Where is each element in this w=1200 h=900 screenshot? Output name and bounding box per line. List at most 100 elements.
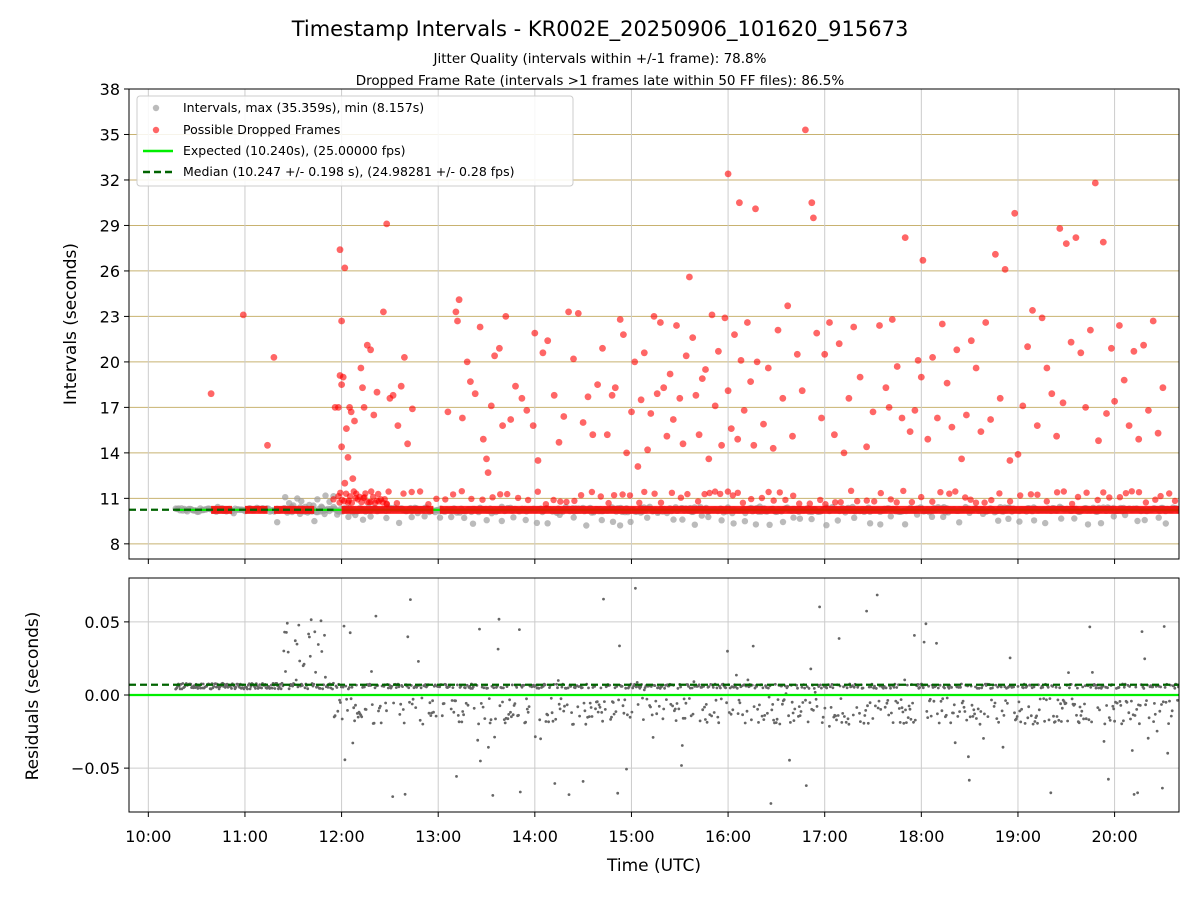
- residual-point: [995, 717, 999, 720]
- residual-point: [373, 686, 377, 690]
- residual-point: [505, 685, 509, 688]
- residual-point: [899, 698, 903, 701]
- residual-point: [952, 703, 956, 707]
- residual-point: [761, 686, 765, 690]
- residual-point: [945, 696, 949, 700]
- residual-point: [438, 685, 442, 689]
- residual-point: [634, 586, 637, 590]
- dropped-frame-point: [1108, 344, 1115, 352]
- residual-point: [533, 735, 537, 739]
- residual-point: [234, 686, 238, 689]
- residual-point: [634, 685, 638, 689]
- dropped-frame-point: [917, 373, 925, 381]
- interval-point: [741, 518, 749, 525]
- dropped-frame-point: [347, 408, 355, 416]
- dropped-frame-point: [529, 422, 537, 429]
- residual-point: [602, 597, 605, 601]
- dropped-frame-point: [793, 350, 801, 358]
- residual-point: [890, 711, 893, 715]
- residuals-plot-area: [129, 586, 1179, 805]
- dropped-frame-point: [368, 488, 375, 495]
- residual-point: [1006, 701, 1009, 705]
- interval-point: [834, 517, 841, 524]
- residual-point: [1135, 708, 1139, 711]
- dropped-frame-point: [776, 489, 783, 496]
- residual-point: [677, 707, 681, 711]
- dropped-frame-point: [769, 444, 777, 452]
- dropped-frame-point: [375, 490, 382, 498]
- dropped-frame-point: [349, 475, 357, 482]
- residual-point: [525, 707, 529, 711]
- residuals-x-tick-label: 12:00: [319, 827, 365, 846]
- interval-point: [901, 521, 909, 528]
- interval-point: [752, 521, 760, 528]
- residual-point: [614, 710, 618, 713]
- residual-point: [687, 685, 690, 688]
- interval-point: [790, 514, 797, 521]
- dropped-frame-point: [731, 331, 738, 338]
- interval-point: [928, 513, 936, 520]
- dropped-frame-point: [893, 363, 901, 370]
- dropped-frame-point: [380, 308, 387, 316]
- residual-point: [455, 775, 458, 778]
- residual-point: [851, 713, 855, 717]
- residual-point: [407, 686, 411, 690]
- dropped-frame-point: [900, 487, 907, 495]
- dropped-frame-point: [330, 496, 337, 503]
- residual-point: [1130, 699, 1133, 703]
- residual-point: [550, 711, 554, 715]
- residual-point: [979, 710, 983, 713]
- residual-point: [578, 714, 581, 718]
- dropped-frame-point: [929, 354, 936, 361]
- residual-point: [1118, 700, 1122, 703]
- residual-point: [1017, 700, 1021, 704]
- residual-point: [791, 711, 795, 715]
- residuals-x-tick-label: 20:00: [1092, 827, 1138, 846]
- residual-point: [336, 709, 340, 713]
- residual-point: [466, 703, 470, 707]
- residual-point: [348, 631, 352, 635]
- residual-point: [285, 631, 288, 634]
- residual-point: [653, 684, 657, 687]
- dropped-frame-point: [459, 414, 466, 422]
- dropped-frame-point: [389, 391, 397, 399]
- dropped-frame-point: [362, 490, 369, 497]
- residual-point: [465, 683, 469, 687]
- dropped-frame-point: [1072, 234, 1080, 242]
- dropped-frame-point: [953, 346, 961, 354]
- residual-point: [212, 685, 216, 688]
- residual-point: [1105, 704, 1108, 707]
- residual-point: [559, 697, 563, 701]
- residual-point: [905, 683, 909, 687]
- residual-point: [353, 719, 356, 723]
- residual-point: [293, 639, 297, 643]
- dropped-frame-point: [385, 488, 392, 495]
- interval-point: [408, 513, 415, 521]
- residual-point: [704, 718, 707, 721]
- interval-point: [1097, 520, 1105, 527]
- residual-point: [345, 697, 348, 701]
- dropped-frame-point: [779, 394, 787, 402]
- residual-point: [418, 718, 422, 722]
- residual-point: [913, 634, 916, 637]
- dropped-frame-point: [344, 454, 352, 461]
- residual-point: [859, 720, 862, 723]
- dropped-frame-point: [468, 495, 475, 503]
- residual-point: [479, 759, 482, 763]
- residual-point: [302, 662, 306, 666]
- residuals-x-tick-label: 18:00: [898, 827, 944, 846]
- residual-point: [680, 764, 683, 767]
- residual-point: [1064, 701, 1068, 705]
- dropped-frame-point: [972, 364, 980, 372]
- residual-point: [1158, 709, 1162, 713]
- residual-point: [1035, 714, 1038, 718]
- residual-point: [517, 713, 520, 717]
- residual-point: [247, 682, 251, 686]
- dropped-frame-point: [845, 394, 853, 402]
- residual-point: [428, 701, 432, 705]
- residual-point: [494, 717, 497, 721]
- dropped-frame-point: [706, 489, 713, 497]
- interval-point: [616, 522, 624, 529]
- residual-point: [326, 685, 330, 689]
- residual-point: [894, 699, 898, 703]
